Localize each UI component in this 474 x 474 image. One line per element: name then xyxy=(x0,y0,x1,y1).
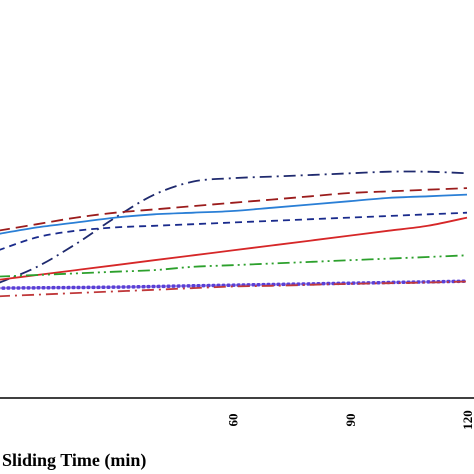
series-line-5 xyxy=(0,216,468,281)
x-tick-labels: 60 90 120 xyxy=(226,410,474,430)
series-line-3 xyxy=(0,193,468,235)
x-tick-label: 90 xyxy=(343,414,358,427)
series-line-1 xyxy=(0,170,468,284)
series-line-8 xyxy=(0,280,468,298)
plot-lines xyxy=(0,170,469,298)
x-tick-label: 60 xyxy=(226,414,241,427)
series-line-2 xyxy=(0,187,468,232)
series-line-7 xyxy=(0,279,469,290)
series-line-6 xyxy=(0,254,468,278)
x-tick-label: 120 xyxy=(460,410,474,430)
x-axis-title: Sliding Time (min) xyxy=(2,450,146,471)
